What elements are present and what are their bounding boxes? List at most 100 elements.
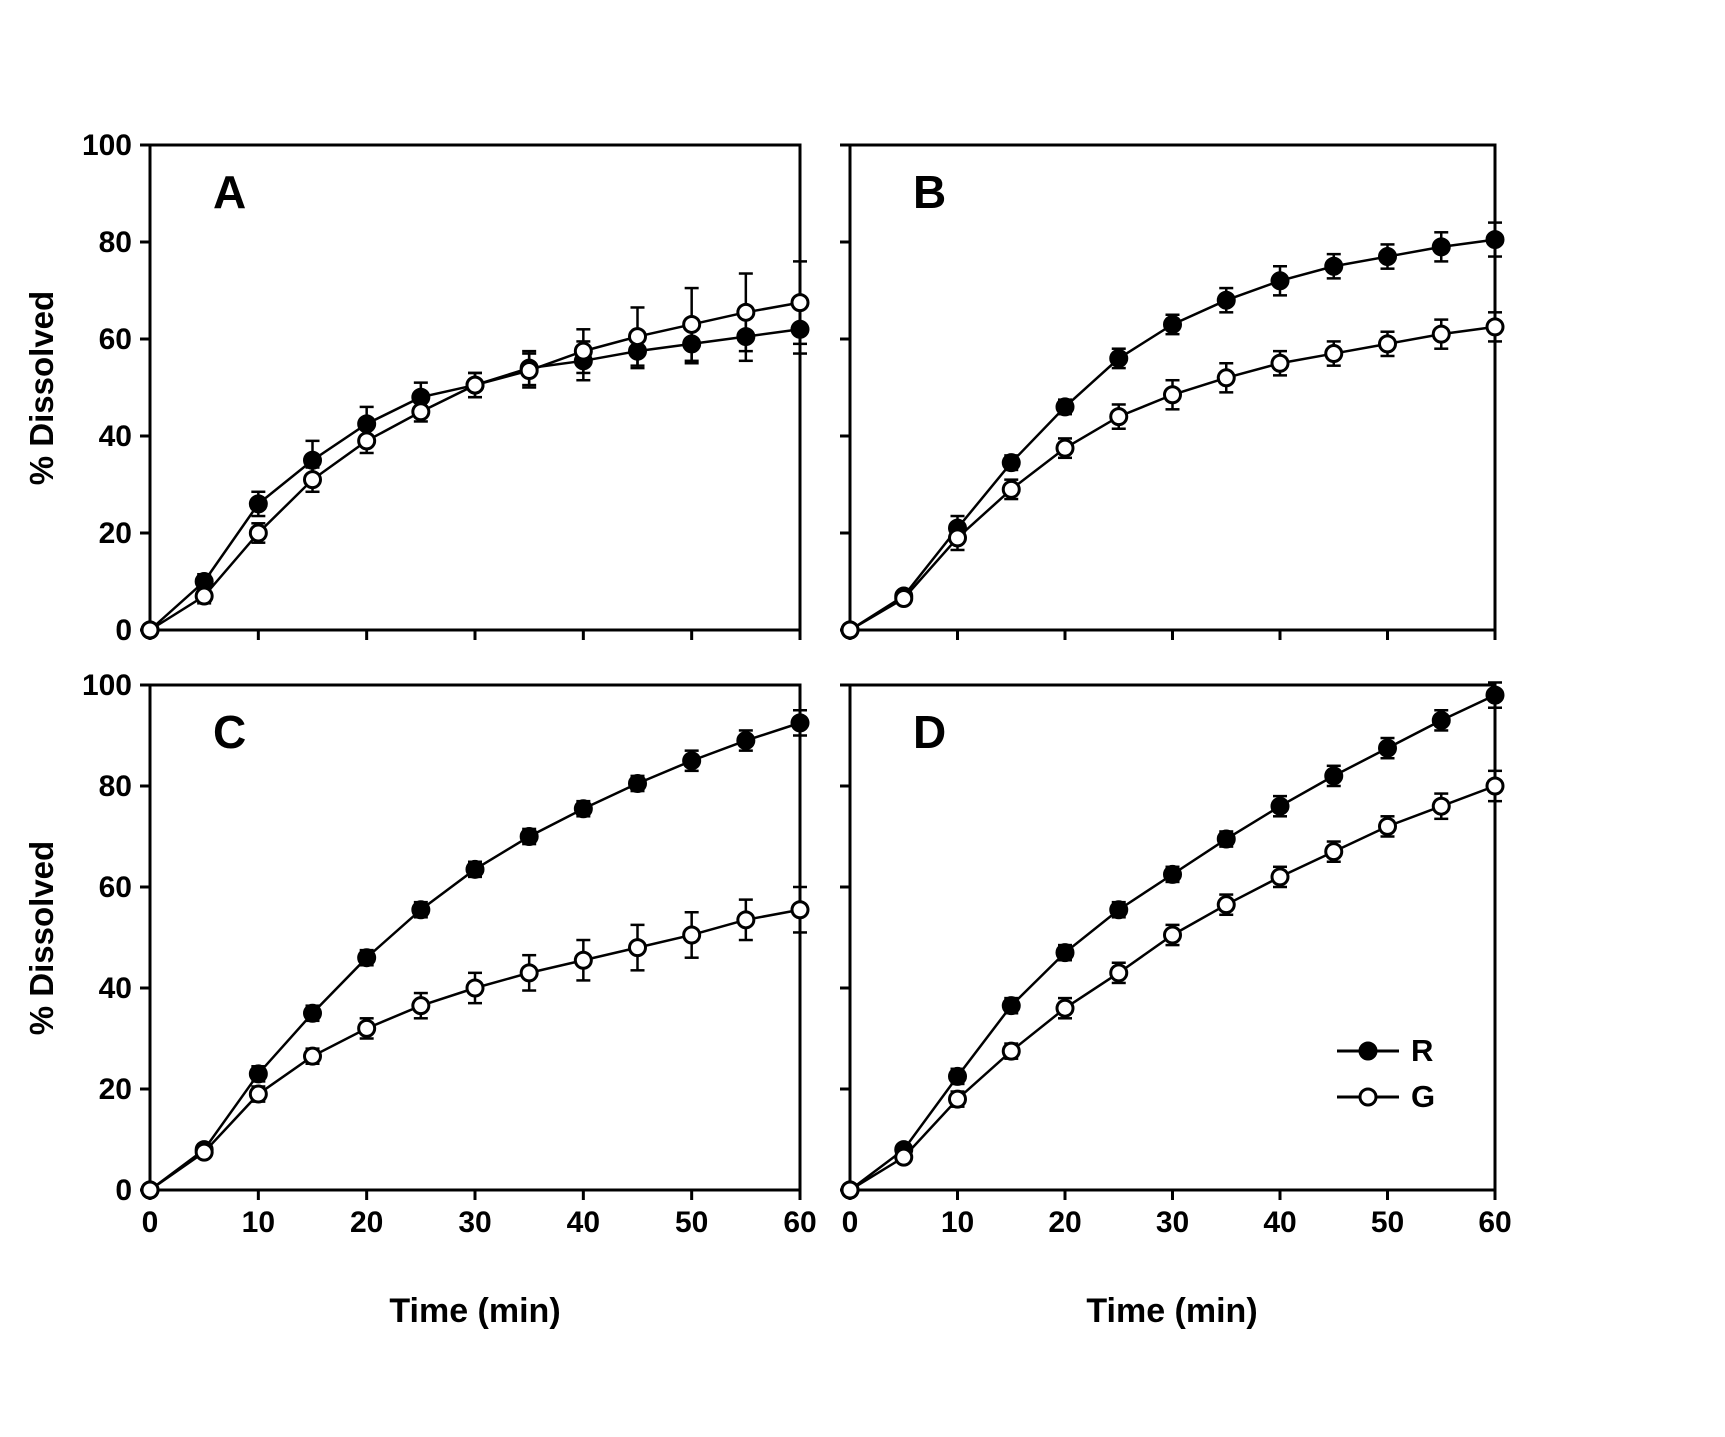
tick-label: 0	[842, 1206, 859, 1239]
open-circle-marker	[357, 431, 377, 451]
filled-circle-marker	[573, 799, 593, 819]
series-G	[140, 260, 810, 640]
open-circle-marker	[1109, 407, 1129, 427]
tick-label: 80	[99, 770, 132, 803]
panel-B	[840, 143, 1505, 640]
open-circle-marker	[519, 963, 539, 983]
tick-label: 30	[1156, 1206, 1189, 1239]
open-circle-marker	[1431, 796, 1451, 816]
open-circle-marker	[411, 996, 431, 1016]
legend-item-g: G	[1335, 1079, 1435, 1115]
tick-label: 10	[242, 1206, 275, 1239]
tick-label: 10	[941, 1206, 974, 1239]
filled-circle-marker	[1485, 230, 1505, 250]
filled-circle-marker	[1378, 738, 1397, 758]
tick-label: 0	[142, 1206, 159, 1239]
series-line	[849, 238, 1496, 632]
open-circle-marker	[194, 1142, 214, 1162]
tick-label: 100	[82, 129, 132, 162]
tick-label: 40	[1263, 1206, 1296, 1239]
open-circle-marker	[1270, 353, 1290, 373]
open-circle-marker	[357, 1018, 377, 1038]
filled-circle-marker	[1001, 996, 1021, 1016]
panel-A: 0 20 40 60 80 100	[82, 129, 810, 647]
legend-item-r: R	[1335, 1033, 1435, 1069]
filled-circle-marker	[1001, 453, 1021, 473]
tick-label: 30	[458, 1206, 491, 1239]
open-circle-marker	[140, 1180, 160, 1200]
filled-circle-marker	[519, 827, 539, 846]
series-R	[840, 221, 1505, 640]
open-circle-marker	[840, 620, 860, 640]
open-circle-marker	[1324, 344, 1344, 364]
filled-circle-marker	[1163, 864, 1182, 884]
series-line	[149, 301, 801, 632]
legend-label-r: R	[1411, 1033, 1434, 1068]
open-circle-marker	[682, 925, 702, 945]
open-circle-marker	[1270, 867, 1290, 887]
series-G	[840, 311, 1505, 640]
open-circle-marker	[573, 341, 593, 361]
x-axis-label-right: Time (min)	[1086, 1292, 1258, 1330]
filled-circle-marker	[948, 1066, 967, 1086]
tick-label: 20	[350, 1206, 383, 1239]
open-circle-marker	[519, 361, 539, 381]
panel-d-label: D	[913, 706, 947, 758]
open-circle-marker	[465, 375, 485, 395]
filled-circle-marker	[1324, 766, 1344, 786]
filled-circle-marker	[303, 450, 322, 470]
filled-circle-marker	[1485, 685, 1505, 705]
y-axis-label-bottom-row: % Dissolved	[23, 840, 60, 1036]
series-line	[849, 784, 1496, 1192]
tick-label: 20	[99, 517, 132, 550]
tick-label: 60	[783, 1206, 816, 1239]
open-circle-marker	[628, 327, 647, 347]
open-circle-marker	[840, 1180, 860, 1200]
tick-label: 60	[99, 323, 132, 356]
open-circle-marker	[1485, 317, 1505, 337]
series-R	[140, 709, 810, 1200]
open-circle-marker	[1055, 998, 1075, 1018]
series-G	[840, 769, 1505, 1200]
open-circle-icon	[1337, 1087, 1399, 1107]
filled-circle-marker	[1324, 256, 1344, 276]
open-circle-marker	[1378, 334, 1397, 354]
filled-circle-marker	[790, 713, 810, 733]
open-circle-marker	[1001, 1041, 1021, 1061]
series-G	[140, 885, 810, 1200]
open-circle-marker	[948, 1089, 967, 1109]
panel-C: 0 10 20 30 40 50 60 0 20 40 60 80 100	[82, 669, 817, 1239]
filled-circle-marker	[682, 751, 702, 771]
tick-label: 0	[115, 1174, 132, 1207]
series-line	[849, 325, 1496, 632]
open-circle-marker	[1324, 842, 1344, 862]
tick-label: 40	[99, 420, 132, 453]
filled-circle-marker	[1431, 237, 1451, 257]
x-axis-label-left: Time (min)	[389, 1292, 561, 1330]
filled-circle-marker	[357, 948, 377, 968]
filled-circle-marker	[1163, 314, 1182, 334]
tick-label: 20	[99, 1073, 132, 1106]
tick-label: 60	[99, 871, 132, 904]
filled-circle-marker	[1216, 290, 1236, 310]
filled-circle-marker	[1378, 247, 1397, 267]
filled-circle-marker	[736, 731, 756, 751]
tick-label: 40	[567, 1206, 600, 1239]
panel-b-label: B	[913, 166, 947, 218]
legend: R G	[1335, 1033, 1435, 1115]
open-circle-marker	[1485, 776, 1505, 796]
series-line	[149, 908, 801, 1192]
open-circle-marker	[1055, 438, 1075, 458]
filled-circle-marker	[303, 1003, 322, 1023]
series-R	[140, 303, 810, 640]
open-circle-marker	[1163, 925, 1182, 945]
legend-label-g: G	[1411, 1079, 1436, 1114]
filled-circle-marker	[1055, 943, 1075, 963]
filled-circle-marker	[1109, 348, 1129, 368]
filled-circle-marker	[1109, 900, 1129, 920]
filled-circle-marker	[465, 859, 485, 879]
open-circle-marker	[411, 402, 431, 422]
filled-circle-marker	[1216, 829, 1236, 849]
